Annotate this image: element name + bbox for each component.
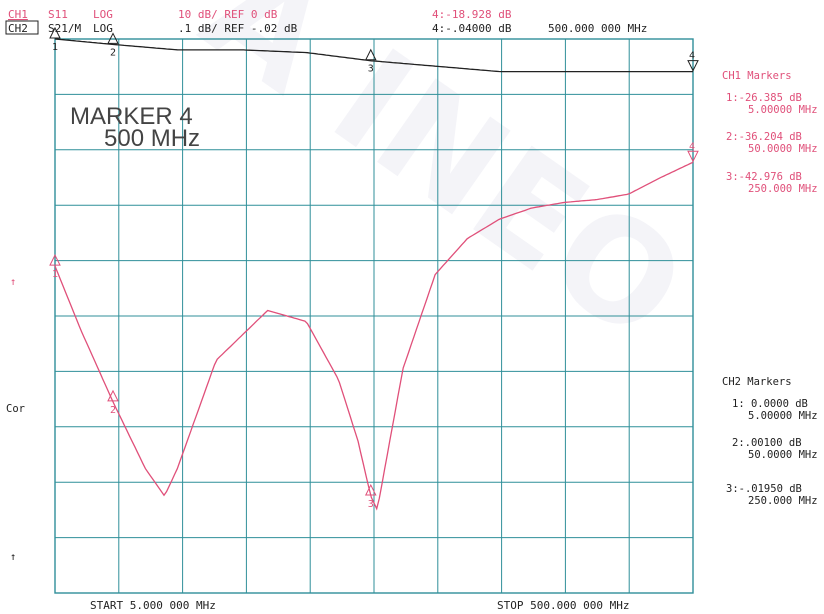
ch2-marker-1-value: 1: 0.0000 dB xyxy=(732,398,808,410)
ch2-marker-2-value: 2:.00100 dB xyxy=(732,437,802,449)
ch2-label: CH2 xyxy=(8,22,28,35)
marker-readout-ch1: 4:-18.928 dB xyxy=(432,8,512,21)
ch2-marker-2-freq: 50.0000 MHz xyxy=(748,449,818,461)
ch1-marker-2-value: 2:-36.204 dB xyxy=(726,131,802,143)
marker-2-label: 2 xyxy=(110,405,116,416)
trace-s21-m xyxy=(54,38,693,73)
marker-3-label: 3 xyxy=(368,64,374,75)
marker-2-triangle xyxy=(107,32,119,44)
marker-1-triangle xyxy=(49,254,61,266)
marker-frequency: 500.000 000 MHz xyxy=(548,22,647,35)
marker-4-triangle xyxy=(687,150,699,163)
ch1-label: CH1 xyxy=(8,8,28,21)
ch1-marker-1-value: 1:-26.385 dB xyxy=(726,92,802,104)
ch1-markers-panel: CH1 Markers 1:-26.385 dB 5.00000 MHz 2:-… xyxy=(722,70,818,195)
marker-2-triangle xyxy=(107,389,119,402)
annotation-frequency-line: 500 MHz xyxy=(104,125,200,152)
ch1-param: S11 xyxy=(48,8,68,21)
plot-annotation: MARKER 4 500 MHz xyxy=(70,103,200,152)
header: CH1 S11 LOG 10 dB/ REF 0 dB CH2 S21/M LO… xyxy=(5,8,647,35)
watermark: A INEO xyxy=(176,0,713,373)
ch2-ref-arrow: ↑ xyxy=(10,551,16,563)
marker-1-label: 1 xyxy=(52,269,58,280)
marker-2-label: 2 xyxy=(110,47,116,58)
footer: START 5.000 000 MHz STOP 500.000 000 MHz xyxy=(90,599,629,612)
ch1-marker-1-freq: 5.00000 MHz xyxy=(748,104,818,116)
ch2-marker-3-freq: 250.000 MHz xyxy=(748,495,818,507)
marker-1-triangle xyxy=(49,26,61,39)
ch1-scale: 10 dB/ REF 0 dB xyxy=(178,8,278,21)
marker-4-triangle xyxy=(687,60,699,72)
start-frequency: START 5.000 000 MHz xyxy=(90,599,216,612)
marker-3-triangle xyxy=(364,48,377,61)
ch2-marker-1-freq: 5.00000 MHz xyxy=(748,410,818,422)
ch2-format: LOG xyxy=(93,22,113,35)
marker-4-label: 4 xyxy=(689,51,695,62)
plot-grid xyxy=(54,38,694,594)
ch1-markers-title: CH1 Markers xyxy=(722,70,792,82)
left-labels: ↑ Cor ↑ xyxy=(6,276,25,563)
ch1-marker-3-freq: 250.000 MHz xyxy=(748,183,818,195)
ch2-markers-panel: CH2 Markers 1: 0.0000 dB 5.00000 MHz 2:.… xyxy=(722,376,818,507)
ch2-marker-3-value: 3:-.01950 dB xyxy=(726,483,802,495)
ch1-marker-3-value: 3:-42.976 dB xyxy=(726,171,802,183)
marker-readout-ch2: 4:-.04000 dB xyxy=(432,22,512,35)
marker-1-label: 1 xyxy=(52,42,58,53)
cor-label: Cor xyxy=(6,403,25,415)
ch1-format: LOG xyxy=(93,8,113,21)
ch1-ref-arrow: ↑ xyxy=(10,276,16,288)
ch2-markers-title: CH2 Markers xyxy=(722,376,792,388)
stop-frequency: STOP 500.000 000 MHz xyxy=(497,599,629,612)
trace-s11 xyxy=(54,161,694,511)
traces: 1 2 3 4 1 2 3 4 xyxy=(49,26,699,511)
marker-3-label: 3 xyxy=(368,499,374,510)
ch2-label-box xyxy=(5,20,39,35)
marker-3-triangle xyxy=(364,483,377,496)
ch1-marker-2-freq: 50.0000 MHz xyxy=(748,143,818,155)
marker-4-label: 4 xyxy=(689,141,695,152)
watermark-text: A INEO xyxy=(176,0,713,373)
annotation-marker-line: MARKER 4 xyxy=(70,103,193,130)
ch2-scale: .1 dB/ REF -.02 dB xyxy=(178,22,298,35)
